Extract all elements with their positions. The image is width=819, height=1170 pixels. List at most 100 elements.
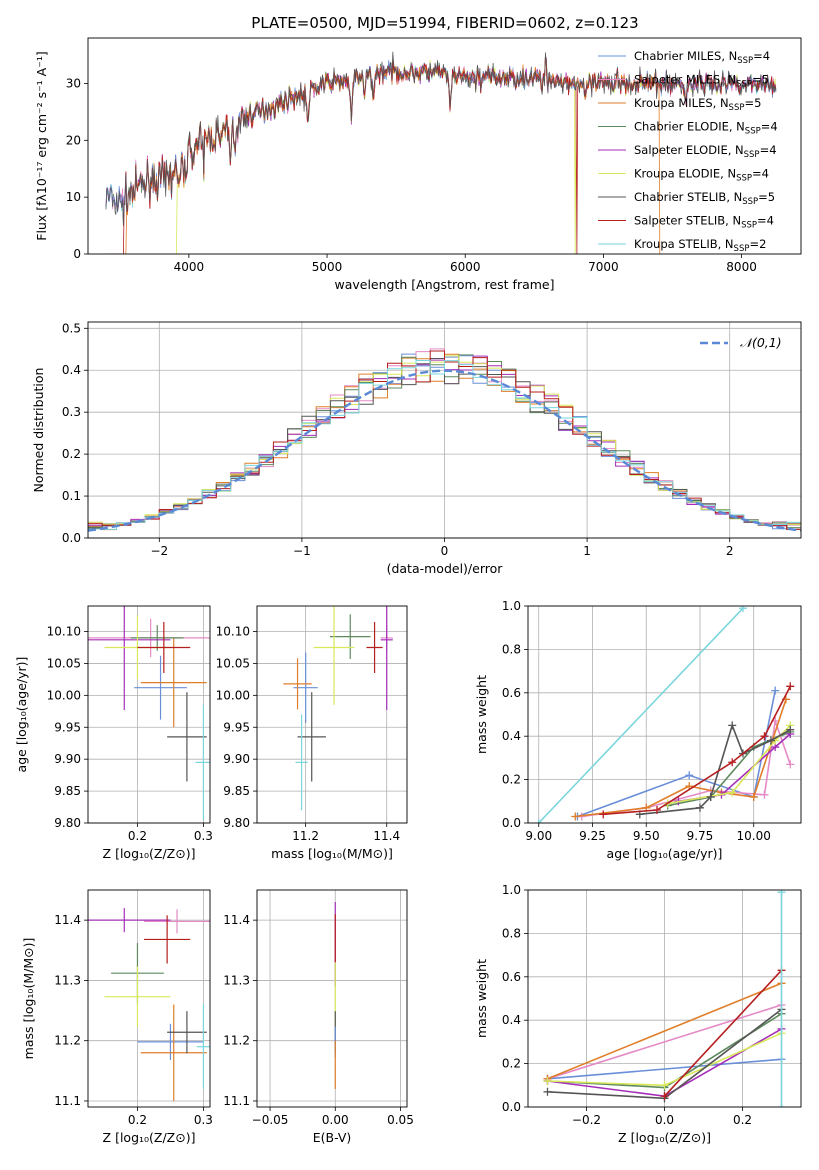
plot-area <box>534 606 795 823</box>
weight-point-salpeter-stelib <box>599 810 608 819</box>
grid <box>257 606 407 824</box>
age-vs-metallicity-panel: 0.2 0.3 9.80 9.85 9.90 9.95 10.00 10.05 10.10 Z [… <box>14 605 213 861</box>
y-axis-label: mass weight <box>474 675 489 754</box>
y-tick-label: 10.00 <box>216 688 250 702</box>
x-tick-label: 0.2 <box>128 829 147 843</box>
y-tick-label: 10.10 <box>216 625 250 639</box>
spectrum-title: PLATE=0500, MJD=51994, FIBERID=0602, z=0… <box>251 14 638 32</box>
y-tick-label: 11.2 <box>223 1034 250 1048</box>
plot-area <box>88 348 801 538</box>
y-tick-label: 9.85 <box>54 784 81 798</box>
x-tick-label: −1 <box>293 544 311 558</box>
axes-frame <box>87 605 211 824</box>
x-tick-label: 9.00 <box>525 829 552 843</box>
y-tick-label: 0.1 <box>62 489 81 503</box>
x-tick-label: 0.3 <box>194 1113 213 1127</box>
grid <box>88 890 210 1107</box>
y-tick-label: 9.85 <box>223 784 250 798</box>
axes-frame <box>527 889 802 1108</box>
weight-point-kroupa-elodie <box>543 1076 552 1085</box>
weight-line-chabrier-miles <box>547 1058 782 1080</box>
axes-frame <box>87 37 802 255</box>
x-tick-label: 10.00 <box>737 829 771 843</box>
weight-point-chabrier-miles <box>685 771 694 780</box>
y-axis-label: Normed distribution <box>31 368 46 493</box>
weight-point-kroupa-stelib <box>738 606 747 613</box>
weight-point-chabrier-miles <box>771 686 780 695</box>
x-tick-label: −2 <box>150 544 168 558</box>
x-axis-label: Z [log₁₀(Z/Z⊙)] <box>103 846 196 861</box>
legend: Chabrier MILES, NSSP=4 Salpeter MILES, NS… <box>598 49 778 254</box>
y-tick-label: 0.8 <box>502 642 521 656</box>
y-axis-label: mass weight <box>474 959 489 1038</box>
legend-label: 𝒩(0,1) <box>740 335 782 350</box>
x-tick-label: 1 <box>583 544 591 558</box>
y-tick-label: 11.4 <box>54 913 81 927</box>
weight-line-kroupa-miles <box>575 699 787 818</box>
weight-point-kroupa-stelib <box>534 819 543 823</box>
y-tick-label: 0.2 <box>502 773 521 787</box>
y-tick-label: 0.8 <box>502 926 521 940</box>
y-tick-label: 0.4 <box>502 729 521 743</box>
legend-label: Salpeter ELODIE, NSSP=4 <box>634 143 777 160</box>
y-tick-label: 9.80 <box>54 816 81 830</box>
x-tick-label: 0.2 <box>733 1113 752 1127</box>
x-tick-label: 9.75 <box>687 829 714 843</box>
weight-point-chabrier-stelib <box>786 725 795 734</box>
x-tick-label: 0.3 <box>194 829 213 843</box>
spectrum-panel: 4000 5000 6000 7000 8000 0 10 20 30 wavelength [A… <box>34 37 802 292</box>
y-tick-label: 0.0 <box>502 1100 521 1114</box>
y-tick-label: 10 <box>66 190 81 204</box>
weight-point-kroupa-stelib <box>777 890 786 897</box>
y-tick-label: 9.95 <box>54 720 81 734</box>
grid <box>528 889 801 1108</box>
x-tick-label: 5000 <box>312 260 343 274</box>
x-axis-label: Z [log₁₀(Z/Z⊙)] <box>618 1130 711 1145</box>
y-tick-label: 11.2 <box>54 1034 81 1048</box>
weight-line-kroupa-miles <box>547 982 782 1080</box>
y-tick-label: 30 <box>66 76 81 90</box>
y-tick-label: 10.00 <box>47 688 81 702</box>
grid <box>88 606 210 824</box>
weight-point-salpeter-stelib <box>660 1092 669 1101</box>
weight-point-salpeter-miles <box>760 790 769 799</box>
weight-point-salpeter-stelib <box>786 682 795 691</box>
y-tick-label: 0.3 <box>62 405 81 419</box>
x-tick-label: 7000 <box>588 260 619 274</box>
y-tick-label: 0.2 <box>62 447 81 461</box>
axes-frame <box>256 889 408 1108</box>
x-tick-label: 0 <box>441 544 449 558</box>
legend-label: Kroupa MILES, NSSP=5 <box>634 96 761 113</box>
y-tick-label: 0.2 <box>502 1057 521 1071</box>
x-tick-label: 9.50 <box>633 829 660 843</box>
legend-label: Kroupa ELODIE, NSSP=4 <box>634 167 769 184</box>
x-tick-label: 0.05 <box>387 1113 414 1127</box>
y-tick-label: 0.0 <box>502 816 521 830</box>
y-tick-label: 10.05 <box>216 656 250 670</box>
y-tick-label: 1.0 <box>502 883 521 897</box>
plot-area <box>88 606 210 820</box>
legend-label: Chabrier STELIB, NSSP=5 <box>634 190 775 207</box>
plot-area <box>88 908 210 1101</box>
axes-frame <box>87 321 802 539</box>
x-axis-label: E(B-V) <box>313 1130 352 1145</box>
legend-label: Chabrier ELODIE, NSSP=4 <box>634 120 778 137</box>
x-tick-label: 0.2 <box>128 1113 147 1127</box>
x-tick-label: 0.00 <box>322 1113 349 1127</box>
y-tick-label: 11.3 <box>223 973 250 987</box>
axes-frame <box>527 605 802 824</box>
mass-vs-extinction-panel: −0.05 0.00 0.05 11.1 11.2 11.3 11.4 E(B-V) <box>223 889 414 1145</box>
weight-point-salpeter-stelib <box>760 732 769 741</box>
axes-frame <box>87 889 211 1108</box>
x-tick-label: 8000 <box>726 260 757 274</box>
weight-line-kroupa-elodie <box>667 724 791 805</box>
mass-vs-metallicity-panel: 0.2 0.3 11.1 11.2 11.3 11.4 Z [log₁₀(Z/Z⊙)] mas… <box>21 889 213 1145</box>
y-tick-label: 0.6 <box>502 970 521 984</box>
residuals-panel: −2 −1 0 1 2 0.0 0.1 0.2 0.3 0.4 0.5 (data-model)/er… <box>31 321 802 576</box>
weight-point-salpeter-miles <box>786 760 795 769</box>
y-axis-label: mass [log₁₀(M/M⊙)] <box>21 938 36 1060</box>
x-tick-label: 9.25 <box>579 829 606 843</box>
y-tick-label: 0.4 <box>62 363 81 377</box>
x-tick-label: 4000 <box>174 260 205 274</box>
weight-line-salpeter-miles <box>547 1004 782 1080</box>
